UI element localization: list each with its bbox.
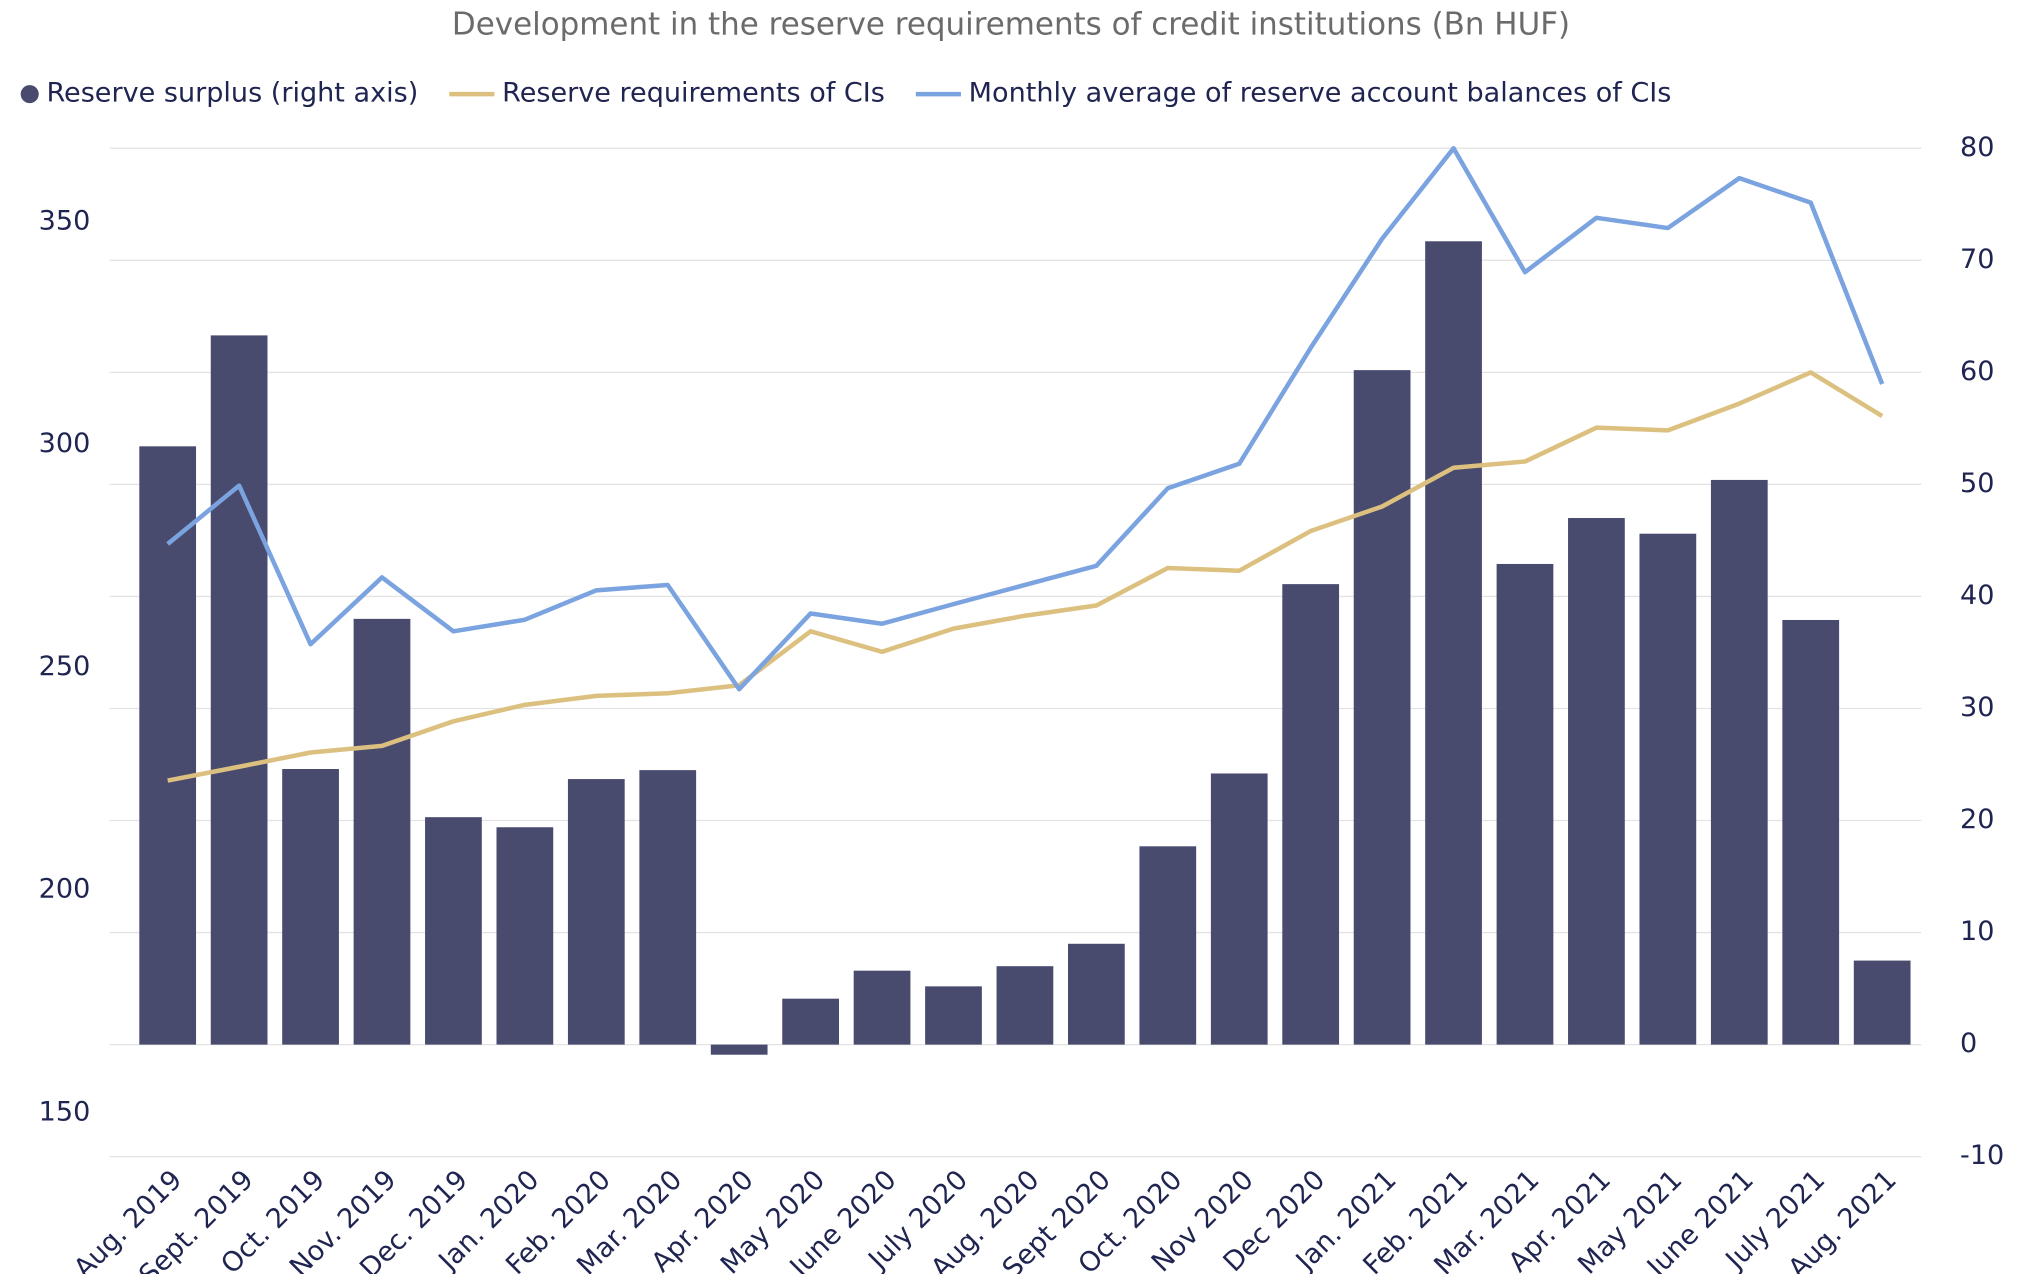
bar bbox=[1853, 960, 1911, 1045]
y2-tick-label: 0 bbox=[1960, 1028, 1977, 1059]
y-tick-label: 300 bbox=[39, 428, 91, 459]
bar bbox=[425, 817, 482, 1045]
y-tick-label: 150 bbox=[39, 1096, 91, 1127]
line bbox=[166, 146, 1885, 692]
legend-swatch bbox=[20, 85, 39, 104]
line bbox=[167, 370, 1884, 783]
bar bbox=[496, 827, 554, 1045]
bar bbox=[1710, 479, 1768, 1045]
legend-label: Reserve surplus (right axis) bbox=[46, 78, 418, 109]
bar bbox=[639, 770, 697, 1045]
bar bbox=[1639, 533, 1697, 1045]
y-tick-label: 350 bbox=[39, 205, 91, 236]
y2-tick-label: 60 bbox=[1960, 356, 1994, 387]
bar bbox=[1568, 518, 1625, 1045]
bar bbox=[567, 779, 625, 1045]
bar bbox=[210, 335, 268, 1045]
y2-tick-label: 50 bbox=[1960, 468, 1994, 499]
bar bbox=[139, 446, 197, 1045]
y-tick-label: 200 bbox=[39, 874, 91, 905]
bar bbox=[1425, 241, 1482, 1045]
bar bbox=[353, 618, 411, 1045]
legend-label: Reserve requirements of CIs bbox=[502, 78, 885, 109]
y2-tick-label: 20 bbox=[1960, 804, 1994, 835]
bar bbox=[282, 768, 339, 1045]
bar bbox=[996, 966, 1054, 1045]
chart-title: Development in the reserve requirements … bbox=[452, 6, 1570, 42]
bar bbox=[1067, 943, 1125, 1045]
legend-label: Monthly average of reserve account balan… bbox=[969, 78, 1672, 109]
bar bbox=[782, 998, 839, 1045]
y2-tick-label: 30 bbox=[1960, 692, 1994, 723]
bar bbox=[710, 1044, 768, 1055]
y2-tick-label: 80 bbox=[1960, 132, 1994, 163]
bar bbox=[925, 986, 982, 1045]
y2-tick-label: 10 bbox=[1960, 916, 1994, 947]
bar bbox=[853, 970, 911, 1045]
y-tick-label: 250 bbox=[39, 651, 91, 682]
y2-tick-label: 40 bbox=[1960, 580, 1994, 611]
y2-tick-label: 70 bbox=[1960, 244, 1994, 275]
bar bbox=[1139, 846, 1197, 1045]
bar bbox=[1282, 584, 1340, 1045]
bar bbox=[1353, 370, 1411, 1045]
bar bbox=[1782, 619, 1840, 1045]
bar bbox=[1210, 773, 1268, 1045]
bar bbox=[1496, 563, 1554, 1045]
y2-tick-label: -10 bbox=[1960, 1140, 2004, 1171]
